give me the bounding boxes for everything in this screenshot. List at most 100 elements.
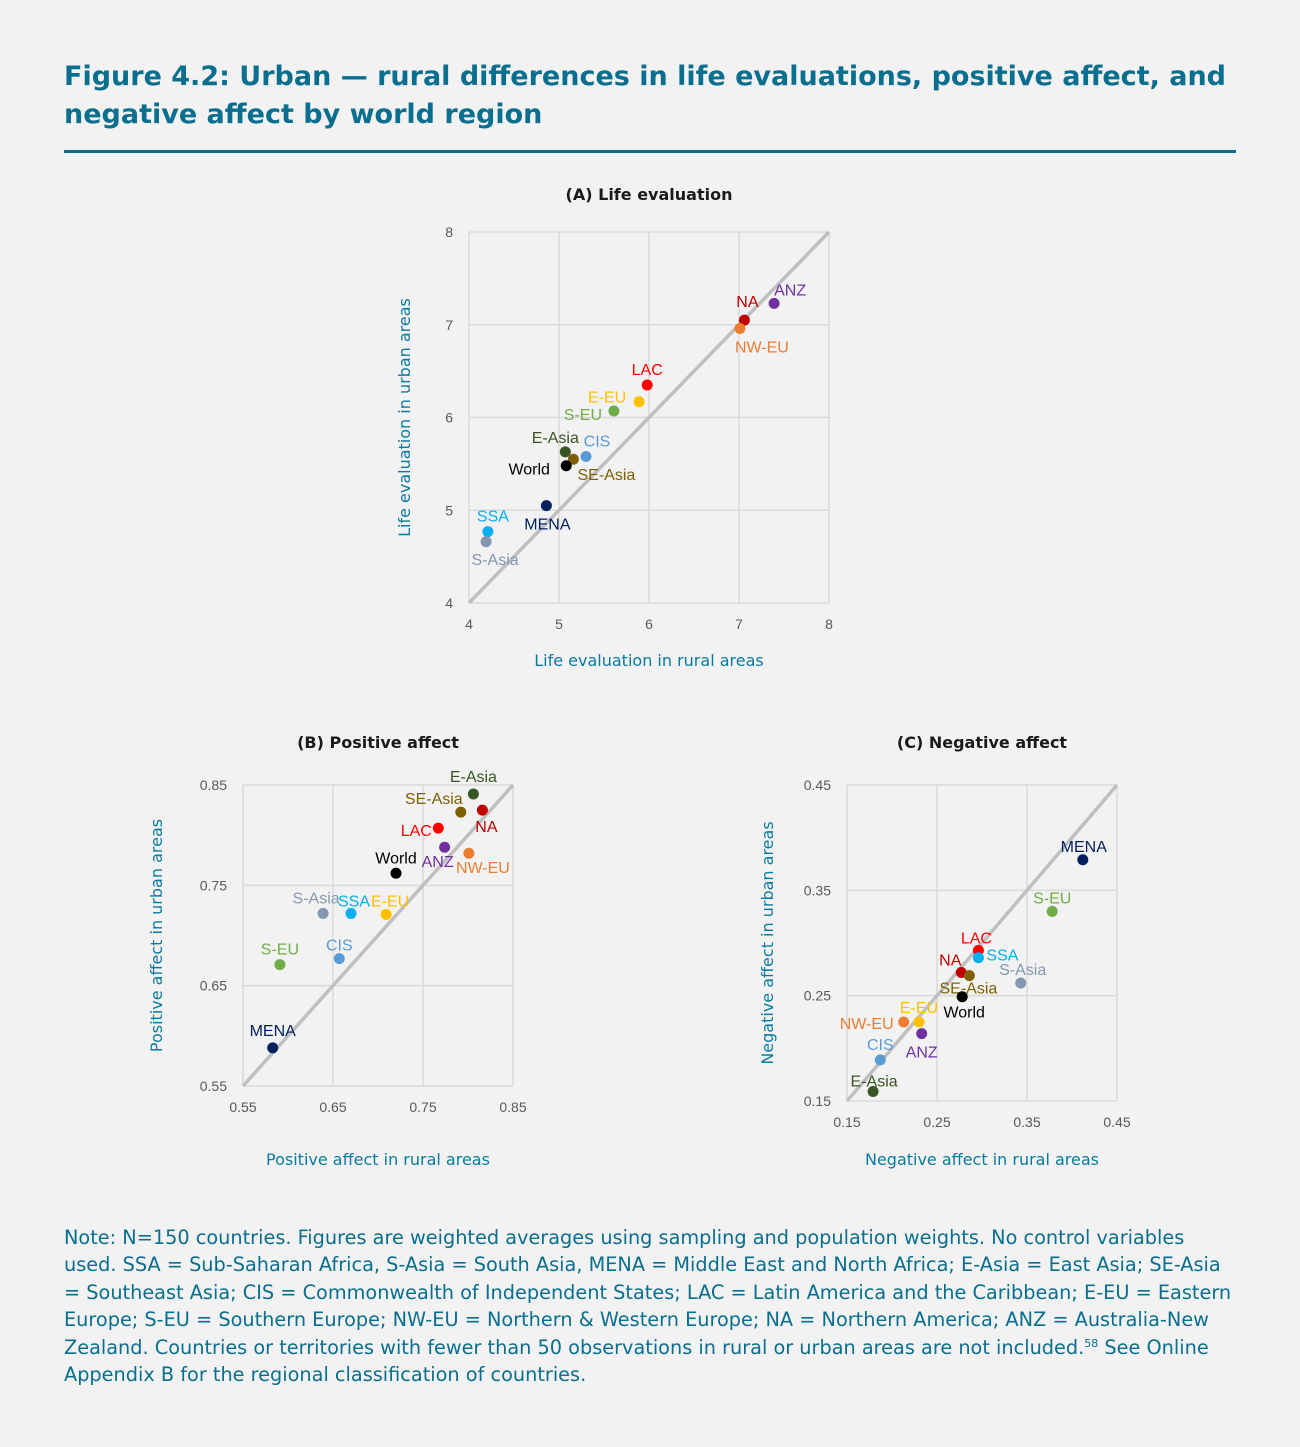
data-label-anz: ANZ <box>774 282 806 299</box>
data-point-se-asia <box>963 970 975 982</box>
data-label-ssa: SSA <box>338 893 370 910</box>
chart-title: (C) Negative affect <box>897 733 1068 752</box>
data-label-s-asia: S-Asia <box>999 962 1046 979</box>
diagonal-line <box>845 783 1119 1103</box>
x-tick-label: 8 <box>825 616 833 632</box>
data-label-s-asia: S-Asia <box>293 890 340 907</box>
data-label-na: NA <box>939 952 962 969</box>
data-point-lac <box>432 822 444 834</box>
diagonal-line <box>467 230 831 605</box>
data-label-ssa: SSA <box>477 509 509 526</box>
chart-negative-affect: 0.15 0.25 0.35 0.45 0.15 0.25 0.35 0.45 (C) Nega… <box>758 733 1131 1169</box>
data-point-s-eu <box>608 405 620 417</box>
y-tick-label: 0.85 <box>200 777 227 793</box>
data-point-e-asia <box>867 1086 879 1098</box>
figure-title: Figure 4.2: Urban — rural differences in… <box>64 61 1226 130</box>
y-axis-label: Positive affect in urban areas <box>147 819 166 1052</box>
data-label-lac: LAC <box>632 362 663 379</box>
x-tick-label: 0.25 <box>923 1114 950 1130</box>
x-tick-label: 0.65 <box>319 1099 346 1115</box>
x-tick-label: 0.55 <box>229 1099 256 1115</box>
data-point-anz <box>916 1028 928 1040</box>
diagonal-line <box>241 783 515 1088</box>
data-point-anz <box>768 297 780 309</box>
x-axis-label: Negative affect in rural areas <box>865 1150 1099 1169</box>
data-label-ssa: SSA <box>986 948 1018 965</box>
data-label-e-asia: E-Asia <box>532 430 579 447</box>
y-tick-label: 7 <box>445 317 453 333</box>
x-tick-label: 0.45 <box>1103 1114 1130 1130</box>
data-label-na: NA <box>475 819 498 836</box>
data-label-s-asia: S-Asia <box>472 552 519 569</box>
data-point-se-asia <box>455 806 467 818</box>
data-label-s-eu: S-EU <box>1033 890 1071 907</box>
data-label-na: NA <box>736 294 759 311</box>
y-tick-label: 0.75 <box>200 877 227 893</box>
figure-note: Note: N=150 countries. Figures are weigh… <box>64 1224 1234 1388</box>
data-point-cis <box>580 450 592 462</box>
data-point-s-eu <box>274 959 286 971</box>
data-point-s-asia <box>1015 977 1027 989</box>
data-label-world: World <box>508 462 550 479</box>
data-point-na <box>738 314 750 326</box>
x-axis-label: Positive affect in rural areas <box>266 1150 490 1169</box>
x-tick-label: 6 <box>645 616 653 632</box>
data-label-anz: ANZ <box>422 854 454 871</box>
x-tick-label: 4 <box>465 616 473 632</box>
y-tick-label: 0.55 <box>200 1078 227 1094</box>
data-label-world: World <box>943 1005 985 1022</box>
y-tick-label: 0.15 <box>804 1093 831 1109</box>
x-tick-label: 7 <box>735 616 743 632</box>
data-point-s-eu <box>1046 905 1058 917</box>
x-tick-label: 0.75 <box>409 1099 436 1115</box>
data-label-cis: CIS <box>867 1037 894 1054</box>
y-axis-label: Life evaluation in urban areas <box>395 298 414 537</box>
data-label-nw-eu: NW-EU <box>735 339 789 356</box>
data-label-se-asia: SE-Asia <box>578 467 636 484</box>
data-point-e-asia <box>467 788 479 800</box>
data-point-mena <box>267 1042 279 1054</box>
note-text-end: See Online Appendix B for the regional c… <box>64 1335 1209 1387</box>
data-point-s-asia <box>317 907 329 919</box>
data-label-e-asia: E-Asia <box>450 769 497 786</box>
data-label-e-eu: E-EU <box>588 390 626 407</box>
x-tick-label: 5 <box>555 616 563 632</box>
data-point-lac <box>641 379 653 391</box>
x-axis-label: Life evaluation in rural areas <box>534 651 763 670</box>
y-tick-label: 6 <box>445 410 453 426</box>
data-point-cis <box>333 953 345 965</box>
data-point-na <box>476 804 488 816</box>
data-point-world <box>560 460 572 472</box>
data-label-s-eu: S-EU <box>564 407 602 424</box>
data-label-se-asia: SE-Asia <box>405 791 463 808</box>
data-label-cis: CIS <box>326 938 353 955</box>
data-point-s-asia <box>480 536 492 548</box>
y-tick-label: 0.45 <box>804 777 831 793</box>
data-label-s-eu: S-EU <box>261 942 299 959</box>
data-label-e-asia: E-Asia <box>851 1074 898 1091</box>
data-label-se-asia: SE-Asia <box>940 981 998 998</box>
data-point-nw-eu <box>898 1016 910 1028</box>
data-point-e-asia <box>559 446 571 458</box>
data-point-e-eu <box>913 1016 925 1028</box>
chart-title: (B) Positive affect <box>297 733 459 752</box>
data-point-cis <box>874 1054 886 1066</box>
y-tick-label: 4 <box>445 595 453 611</box>
data-label-nw-eu: NW-EU <box>840 1016 894 1033</box>
y-tick-label: 0.25 <box>804 988 831 1004</box>
y-tick-label: 5 <box>445 502 453 518</box>
data-point-e-eu <box>633 396 645 408</box>
data-point-mena <box>540 500 552 512</box>
data-point-ssa <box>482 526 494 538</box>
data-label-e-eu: E-EU <box>371 893 409 910</box>
data-label-cis: CIS <box>584 433 611 450</box>
y-axis-label: Negative affect in urban areas <box>758 821 777 1064</box>
x-tick-label: 0.85 <box>499 1099 526 1115</box>
x-tick-label: 0.35 <box>1013 1114 1040 1130</box>
data-point-mena <box>1077 854 1089 866</box>
chart-title: (A) Life evaluation <box>566 185 733 204</box>
chart-positive-affect: 0.55 0.65 0.75 0.85 0.55 0.65 0.75 0.85 (B) Posi… <box>147 733 527 1169</box>
data-point-se-asia <box>567 453 579 465</box>
note-text: Note: N=150 countries. Figures are weigh… <box>64 1226 1232 1359</box>
